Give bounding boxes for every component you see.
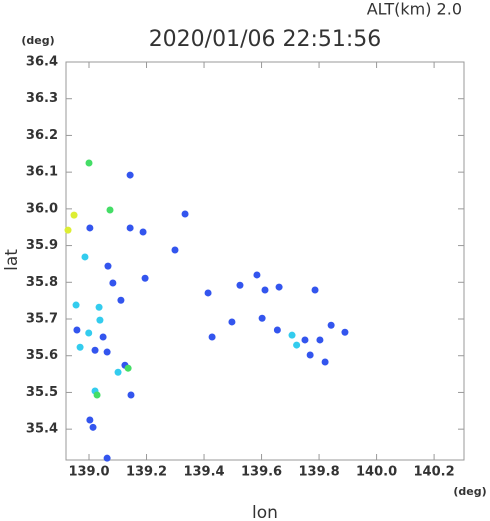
echo-point xyxy=(76,343,84,351)
echo-point xyxy=(327,321,335,329)
echo-point xyxy=(103,454,111,462)
echo-point xyxy=(109,279,117,287)
echo-point xyxy=(228,318,236,326)
echo-point xyxy=(86,416,94,424)
echo-point xyxy=(81,253,89,261)
echo-point xyxy=(124,364,132,372)
x-tick-label: 139.6 xyxy=(241,465,282,480)
echo-point xyxy=(316,336,324,344)
y-tick-label: 35.6 xyxy=(26,348,58,363)
echo-point xyxy=(208,333,216,341)
echo-point xyxy=(89,423,97,431)
y-tick-label: 36.2 xyxy=(26,128,58,143)
echo-point xyxy=(99,333,107,341)
y-tick-label: 35.7 xyxy=(26,312,58,327)
echo-point xyxy=(95,303,103,311)
echo-point xyxy=(293,341,301,349)
echo-point xyxy=(301,336,309,344)
echo-point xyxy=(114,368,122,376)
plot-frame xyxy=(65,61,465,461)
echo-point xyxy=(70,211,78,219)
echo-point xyxy=(275,283,283,291)
echo-point xyxy=(126,171,134,179)
echo-point xyxy=(117,296,125,304)
echo-point xyxy=(204,289,212,297)
annotation: ALT(km) 2.0 xyxy=(367,0,462,19)
echo-point xyxy=(236,281,244,289)
echo-point xyxy=(321,358,329,366)
x-axis-label: lon xyxy=(252,503,278,521)
echo-point xyxy=(72,301,80,309)
chart-title: 2020/01/06 22:51:56 xyxy=(149,27,382,52)
x-tick-label: 140.0 xyxy=(356,465,397,480)
x-tick-label: 139.2 xyxy=(126,465,167,480)
echo-point xyxy=(64,226,72,234)
y-tick-label: 36.4 xyxy=(26,55,58,70)
echo-point xyxy=(73,326,81,334)
x-unit: (deg) xyxy=(453,485,486,498)
echo-point xyxy=(141,274,149,282)
y-tick-label: 36.1 xyxy=(26,165,58,180)
echo-point xyxy=(104,262,112,270)
x-tick-label: 139.0 xyxy=(68,465,109,480)
echo-point xyxy=(85,329,93,337)
y-tick-label: 35.9 xyxy=(26,238,58,253)
echo-point xyxy=(171,246,179,254)
echo-point xyxy=(341,328,349,336)
y-axis-label: lat xyxy=(2,249,22,271)
echo-point xyxy=(93,391,101,399)
echo-point xyxy=(288,331,296,339)
echo-point xyxy=(273,326,281,334)
echo-point xyxy=(85,159,93,167)
echo-point xyxy=(127,391,135,399)
echo-point xyxy=(96,316,104,324)
echo-point xyxy=(261,286,269,294)
echo-point xyxy=(126,224,134,232)
echo-point xyxy=(253,271,261,279)
y-tick-label: 36.3 xyxy=(26,91,58,106)
echo-point xyxy=(258,314,266,322)
echo-point xyxy=(86,224,94,232)
y-tick-label: 35.5 xyxy=(26,385,58,400)
echo-point xyxy=(103,348,111,356)
echo-point xyxy=(91,346,99,354)
echo-point xyxy=(139,228,147,236)
y-tick-label: 35.8 xyxy=(26,275,58,290)
y-unit: (deg) xyxy=(21,34,54,47)
x-tick-label: 139.8 xyxy=(299,465,340,480)
echo-point xyxy=(106,206,114,214)
echo-point xyxy=(181,210,189,218)
echo-point xyxy=(306,351,314,359)
echo-point xyxy=(311,286,319,294)
y-tick-label: 36.0 xyxy=(26,201,58,216)
x-tick-label: 139.4 xyxy=(183,465,224,480)
y-tick-label: 35.4 xyxy=(26,422,58,437)
x-tick-label: 140.2 xyxy=(414,465,455,480)
